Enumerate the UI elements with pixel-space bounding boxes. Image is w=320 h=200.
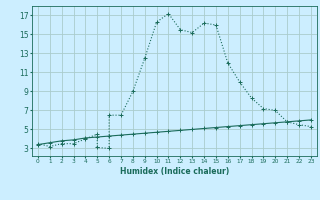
X-axis label: Humidex (Indice chaleur): Humidex (Indice chaleur) <box>120 167 229 176</box>
